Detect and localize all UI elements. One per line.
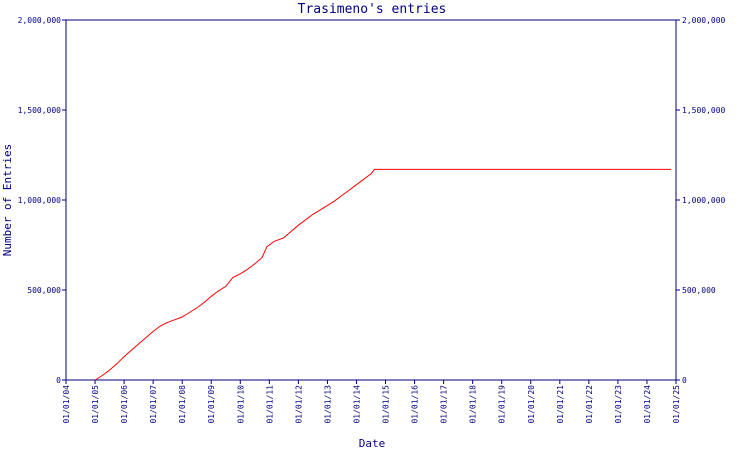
x-tick-label: 01/01/25: [672, 385, 681, 424]
y-axis-left: 0 500,000 1,000,000 1,500,000 2,000,000: [18, 16, 66, 385]
y-tick-label-right: 2,000,000: [682, 16, 726, 25]
x-tick-label: 01/01/24: [643, 385, 652, 424]
y-axis-label: Number of Entries: [1, 144, 14, 257]
x-tick-label: 01/01/21: [556, 385, 565, 424]
x-tick-label: 01/01/06: [120, 385, 129, 424]
series-line: [94, 168, 672, 381]
y-tick-label-right: 0: [682, 376, 687, 385]
x-tick-label: 01/01/20: [527, 385, 536, 424]
x-tick-label: 01/01/17: [440, 385, 449, 424]
x-tick-label: 01/01/18: [469, 385, 478, 424]
y-tick-label-right: 1,000,000: [682, 196, 726, 205]
x-tick-label: 01/01/13: [323, 385, 332, 424]
x-tick-label: 01/01/09: [207, 385, 216, 424]
x-tick-label: 01/01/10: [236, 385, 245, 424]
chart-title: Trasimeno's entries: [298, 2, 447, 17]
y-tick-label-right: 1,500,000: [682, 106, 726, 115]
x-tick-label: 01/01/19: [498, 385, 507, 424]
x-tick-label: 01/01/07: [149, 385, 158, 424]
x-tick-label: 01/01/04: [62, 385, 71, 424]
y-tick-label: 1,500,000: [18, 106, 62, 115]
x-tick-label: 01/01/11: [265, 385, 274, 424]
x-tick-label: 01/01/15: [382, 385, 391, 424]
x-tick-label: 01/01/14: [352, 385, 361, 424]
y-axis-right: 0 500,000 1,000,000 1,500,000 2,000,000: [676, 16, 726, 385]
x-tick-label: 01/01/16: [411, 385, 420, 424]
y-tick-label: 2,000,000: [18, 16, 62, 25]
plot-area: [65, 19, 677, 381]
x-tick-label: 01/01/23: [614, 385, 623, 424]
y-tick-label-right: 500,000: [682, 286, 716, 295]
y-tick-label: 1,000,000: [18, 196, 62, 205]
x-axis-label: Date: [359, 437, 386, 450]
x-tick-label: 01/01/05: [91, 385, 100, 424]
x-tick-label: 01/01/22: [585, 385, 594, 424]
x-axis: 01/01/04 01/01/05 01/01/06 01/01/07 01/01/08…: [62, 380, 681, 424]
x-tick-label: 01/01/12: [294, 385, 303, 424]
y-tick-label: 0: [56, 376, 61, 385]
y-tick-label: 500,000: [27, 286, 61, 295]
x-tick-label: 01/01/08: [178, 385, 187, 424]
